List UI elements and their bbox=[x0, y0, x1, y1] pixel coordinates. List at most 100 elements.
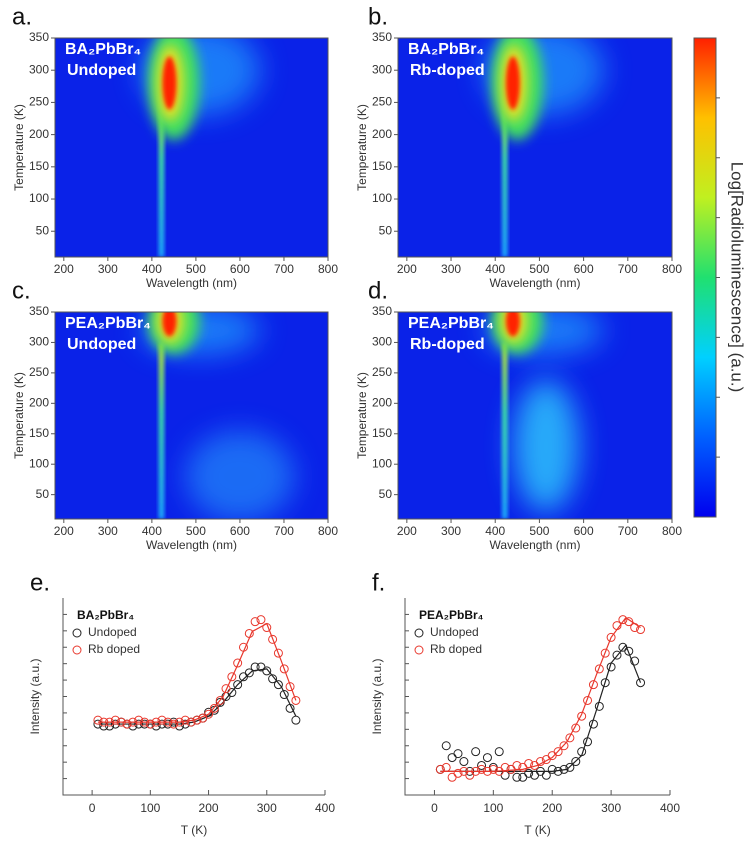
data-point bbox=[471, 766, 481, 776]
data-point bbox=[250, 662, 260, 672]
y-tick-label: 150 bbox=[372, 159, 392, 173]
y-tick-label: 350 bbox=[372, 30, 392, 44]
x-tick-label: 700 bbox=[618, 262, 638, 276]
x-tick-label: 600 bbox=[230, 262, 250, 276]
heatmap-image bbox=[55, 38, 328, 257]
data-point bbox=[588, 680, 598, 690]
y-tick-label: 250 bbox=[372, 95, 392, 109]
data-point bbox=[600, 678, 610, 688]
y-tick-label: 350 bbox=[29, 30, 49, 44]
data-point bbox=[606, 662, 616, 672]
y-tick-label: 50 bbox=[379, 487, 393, 501]
data-point bbox=[547, 764, 557, 774]
data-point bbox=[291, 715, 301, 725]
data-point bbox=[169, 719, 179, 729]
doping-label: Rb-doped bbox=[410, 336, 485, 353]
data-point bbox=[600, 648, 610, 658]
y-axis-label: Intensity (a.u.) bbox=[370, 658, 384, 734]
data-point bbox=[105, 717, 115, 727]
x-tick-label: 800 bbox=[318, 262, 338, 276]
data-point bbox=[512, 760, 522, 770]
data-point bbox=[565, 762, 575, 772]
legend-marker bbox=[414, 645, 424, 655]
heatmap-image bbox=[398, 312, 672, 519]
x-tick-label: 200 bbox=[397, 524, 417, 538]
x-axis-label: T (K) bbox=[524, 823, 550, 837]
y-tick-label: 150 bbox=[372, 426, 392, 440]
x-tick-label: 800 bbox=[662, 262, 682, 276]
data-point bbox=[151, 717, 161, 727]
panel-letter: f. bbox=[372, 569, 385, 596]
y-tick-label: 250 bbox=[29, 95, 49, 109]
data-point bbox=[559, 764, 569, 774]
data-point bbox=[624, 646, 634, 656]
data-point bbox=[128, 717, 138, 727]
data-point bbox=[192, 715, 202, 725]
x-tick-label: 700 bbox=[274, 262, 294, 276]
y-tick-label: 200 bbox=[372, 395, 392, 409]
sample-name: BA₂PbBr₄ bbox=[408, 41, 484, 58]
data-point bbox=[488, 762, 498, 772]
panel-letter: a. bbox=[12, 3, 32, 30]
y-tick-label: 300 bbox=[372, 62, 392, 76]
data-point bbox=[273, 648, 283, 658]
data-point bbox=[134, 719, 144, 729]
panel-letter: c. bbox=[12, 277, 31, 304]
fit-line bbox=[440, 616, 641, 772]
glow-red bbox=[505, 312, 520, 337]
sample-name: BA₂PbBr₄ bbox=[65, 41, 141, 58]
broad-band bbox=[513, 379, 579, 513]
data-point bbox=[612, 621, 622, 631]
plot-frame bbox=[54, 311, 329, 520]
x-tick-label: 500 bbox=[186, 524, 206, 538]
data-point bbox=[256, 615, 266, 625]
data-point bbox=[174, 717, 184, 727]
heatmap-image bbox=[398, 38, 672, 257]
broad-band bbox=[185, 430, 295, 519]
x-tick-label: 500 bbox=[529, 262, 549, 276]
data-point bbox=[477, 760, 487, 770]
colorbar-label: Log[Radioluminescence] (a.u.) bbox=[728, 162, 747, 393]
x-tick-label: 600 bbox=[574, 524, 594, 538]
data-point bbox=[618, 642, 628, 652]
x-tick-label: 0 bbox=[431, 801, 438, 815]
x-tick-label: 200 bbox=[397, 262, 417, 276]
legend-title: PEA₂PbBr₄ bbox=[419, 608, 484, 622]
data-point bbox=[285, 682, 295, 692]
data-point bbox=[512, 772, 522, 782]
x-tick-label: 300 bbox=[257, 801, 277, 815]
data-point bbox=[500, 762, 510, 772]
data-point bbox=[215, 695, 225, 705]
x-tick-label: 100 bbox=[140, 801, 160, 815]
x-tick-label: 600 bbox=[574, 262, 594, 276]
data-point bbox=[577, 747, 587, 757]
x-axis-label: Wavelength (nm) bbox=[146, 538, 237, 552]
data-point bbox=[477, 764, 487, 774]
data-point bbox=[518, 772, 528, 782]
x-tick-label: 500 bbox=[186, 262, 206, 276]
data-point bbox=[524, 768, 534, 778]
x-tick-label: 400 bbox=[660, 801, 680, 815]
x-tick-label: 200 bbox=[199, 801, 219, 815]
data-point bbox=[145, 719, 155, 729]
plot-frame bbox=[397, 311, 673, 520]
x-tick-label: 400 bbox=[485, 262, 505, 276]
data-point bbox=[93, 719, 103, 729]
x-axis-label: Wavelength (nm) bbox=[490, 276, 581, 290]
x-tick-label: 500 bbox=[529, 524, 549, 538]
data-point bbox=[618, 615, 628, 625]
data-point bbox=[583, 695, 593, 705]
data-point bbox=[524, 758, 534, 768]
x-tick-label: 100 bbox=[483, 801, 503, 815]
data-point bbox=[624, 617, 634, 627]
data-point bbox=[453, 768, 463, 778]
legend-marker bbox=[72, 645, 82, 655]
x-axis-label: T (K) bbox=[181, 823, 207, 837]
doping-label: Undoped bbox=[67, 62, 136, 79]
data-point bbox=[110, 719, 120, 729]
data-point bbox=[233, 680, 243, 690]
data-point bbox=[606, 632, 616, 642]
data-point bbox=[559, 741, 569, 751]
data-point bbox=[262, 666, 272, 676]
data-point bbox=[163, 717, 173, 727]
